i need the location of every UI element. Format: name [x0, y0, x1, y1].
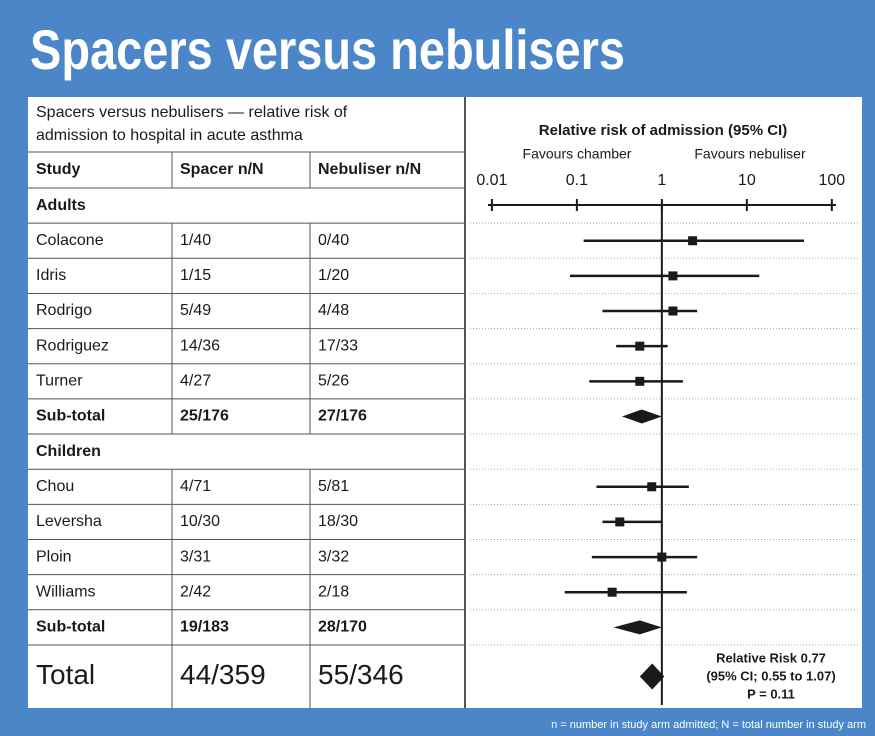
- nebuliser-cell: 18/30: [318, 513, 358, 530]
- subtitle: Spacers versus nebulisers — relative ris…: [36, 104, 348, 121]
- study-name: Williams: [36, 583, 96, 600]
- study-name: Chou: [36, 478, 74, 495]
- pooled-diamond: [622, 409, 662, 424]
- panel: [28, 97, 862, 708]
- nebuliser-cell: 27/176: [318, 408, 367, 425]
- study-name: Colacone: [36, 232, 104, 249]
- study-name: Rodrigo: [36, 302, 92, 319]
- pooled-diamond: [639, 663, 665, 690]
- spacer-cell: 4/27: [180, 373, 211, 390]
- spacer-cell: 25/176: [180, 408, 229, 425]
- spacer-cell: 1/40: [180, 232, 211, 249]
- left-label: Favours chamber: [523, 146, 632, 162]
- study-name: Leversha: [36, 513, 102, 530]
- study-name: Sub-total: [36, 619, 105, 636]
- estimate-square: [607, 587, 617, 597]
- spacer-cell: 3/31: [180, 548, 211, 565]
- group-name: Children: [36, 443, 101, 460]
- spacer-cell: 14/36: [180, 337, 220, 354]
- annotation: (95% CI; 0.55 to 1.07): [706, 668, 835, 683]
- nebuliser-cell: 17/33: [318, 337, 358, 354]
- estimate-square: [668, 306, 678, 316]
- spacer-cell: 5/49: [180, 302, 211, 319]
- pooled-diamond: [613, 620, 662, 635]
- nebuliser-cell: 3/32: [318, 548, 349, 565]
- annotation: Relative Risk 0.77: [716, 650, 826, 665]
- spacer-cell: 4/71: [180, 478, 211, 495]
- study-name: Rodriguez: [36, 337, 109, 354]
- subtitle: admission to hospital in acute asthma: [36, 127, 303, 144]
- nebuliser-cell: 5/81: [318, 478, 349, 495]
- nebuliser-cell: 2/18: [318, 583, 349, 600]
- nebuliser-cell: 4/48: [318, 302, 349, 319]
- spacer-cell: 19/183: [180, 619, 229, 636]
- column-header: Spacer n/N: [180, 161, 264, 178]
- spacer-cell: 10/30: [180, 513, 220, 530]
- x-tick-label: 0.01: [476, 172, 507, 189]
- x-tick-label: 100: [818, 172, 845, 189]
- estimate-square: [635, 376, 645, 386]
- x-tick-label: 1: [657, 172, 666, 189]
- footnote: n = number in study arm admitted; N = to…: [551, 719, 866, 731]
- spacer-cell: 2/42: [180, 583, 211, 600]
- nebuliser-cell: 0/40: [318, 232, 349, 249]
- nebuliser-cell: 55/346: [318, 659, 404, 690]
- study-name: Total: [36, 659, 95, 690]
- nebuliser-cell: 5/26: [318, 373, 349, 390]
- study-name: Turner: [36, 373, 83, 390]
- spacer-cell: 44/359: [180, 659, 266, 690]
- study-name: Idris: [36, 267, 66, 284]
- column-header: Study: [36, 161, 81, 178]
- chart-title: Spacers versus nebulisers: [30, 18, 625, 81]
- group-name: Adults: [36, 197, 86, 214]
- nebuliser-cell: 1/20: [318, 267, 349, 284]
- spacer-cell: 1/15: [180, 267, 211, 284]
- estimate-square: [668, 271, 678, 281]
- annotation: P = 0.11: [747, 686, 795, 701]
- x-tick-label: 10: [738, 172, 756, 189]
- axis-title: Relative risk of admission (95% CI): [539, 122, 787, 139]
- column-header: Nebuliser n/N: [318, 161, 421, 178]
- study-name: Ploin: [36, 548, 72, 565]
- x-tick-label: 0.1: [566, 172, 588, 189]
- estimate-square: [635, 341, 645, 351]
- estimate-square: [647, 482, 657, 492]
- estimate-square: [688, 236, 698, 246]
- nebuliser-cell: 28/170: [318, 619, 367, 636]
- right-label: Favours nebuliser: [694, 146, 806, 162]
- study-name: Sub-total: [36, 408, 105, 425]
- estimate-square: [615, 517, 625, 527]
